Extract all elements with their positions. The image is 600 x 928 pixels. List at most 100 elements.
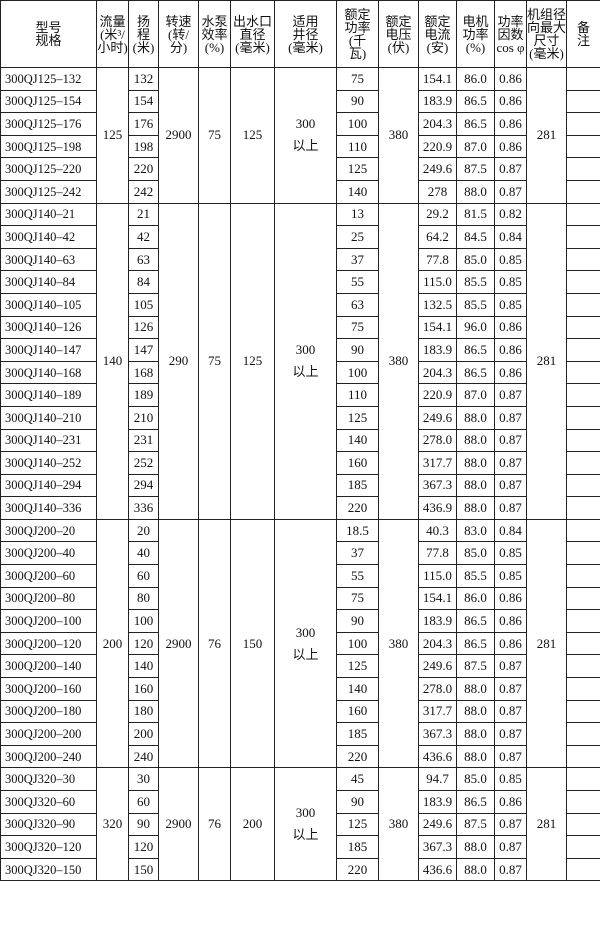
data-row: 300QJ200–20 200 20 2900 76 150 300 以上 18.5 380 40… (0, 518, 600, 769)
speed-cell: 290 (158, 202, 199, 520)
note-cell (566, 586, 600, 611)
current-cell: 77.8 (418, 247, 457, 272)
model-cell: 300QJ140–294 (0, 473, 97, 498)
power-cell: 37 (336, 247, 379, 272)
efficiency-cell: 76 (198, 518, 231, 769)
outlet-cell: 200 (230, 767, 275, 882)
power-cell: 90 (336, 89, 379, 114)
power-factor-cell: 0.87 (494, 473, 527, 498)
model-cell: 300QJ200–60 (0, 564, 97, 588)
model-cell: 300QJ140–168 (0, 360, 97, 385)
note-cell (566, 744, 600, 769)
power-cell: 220 (336, 857, 379, 882)
header-cell: 电机 功率 (%) (456, 0, 495, 68)
note-cell (566, 405, 600, 430)
model-cell: 300QJ320–150 (0, 857, 97, 882)
data-row: 300QJ140–21 140 21 290 75 125 300 以上 13 380 29.2 8… (0, 202, 600, 520)
data-row: 300QJ140–105 105 63 132.5 85.5 0.85 (0, 292, 600, 317)
head-cell: 100 (128, 609, 159, 633)
power-factor-cell: 0.84 (494, 225, 527, 249)
head-cell: 21 (128, 202, 159, 227)
current-cell: 132.5 (418, 292, 457, 317)
head-cell: 30 (128, 767, 159, 791)
note-cell (566, 767, 600, 791)
head-cell: 160 (128, 677, 159, 701)
current-cell: 249.6 (418, 654, 457, 679)
note-cell (566, 134, 600, 159)
motor-efficiency-cell: 86.5 (456, 338, 495, 362)
data-row: 300QJ140–231 231 140 278.0 88.0 0.87 (0, 428, 600, 453)
power-factor-cell: 0.86 (494, 315, 527, 340)
motor-efficiency-cell: 86.0 (456, 586, 495, 611)
power-factor-cell: 0.86 (494, 631, 527, 656)
flow-cell: 200 (96, 518, 129, 769)
power-cell: 37 (336, 541, 379, 566)
model-cell: 300QJ140–126 (0, 315, 97, 340)
power-cell: 75 (336, 315, 379, 340)
power-cell: 110 (336, 383, 379, 407)
note-cell (566, 857, 600, 882)
well-cell: 300 以上 (274, 518, 337, 769)
note-cell (566, 112, 600, 136)
note-cell (566, 564, 600, 588)
head-cell: 63 (128, 247, 159, 272)
power-factor-cell: 0.87 (494, 835, 527, 859)
note-cell (566, 179, 600, 204)
flow-cell: 320 (96, 767, 129, 882)
note-cell (566, 225, 600, 249)
motor-efficiency-cell: 86.5 (456, 790, 495, 814)
data-row: 300QJ200–60 60 55 115.0 85.5 0.85 (0, 564, 600, 588)
power-cell: 140 (336, 677, 379, 701)
power-cell: 55 (336, 564, 379, 588)
power-factor-cell: 0.85 (494, 767, 527, 791)
power-cell: 90 (336, 790, 379, 814)
note-cell (566, 541, 600, 566)
model-cell: 300QJ140–210 (0, 405, 97, 430)
header-cell: 水泵 效率 (%) (198, 0, 231, 68)
model-cell: 300QJ140–84 (0, 270, 97, 294)
note-cell (566, 428, 600, 453)
note-cell (566, 609, 600, 633)
power-cell: 100 (336, 112, 379, 136)
power-factor-cell: 0.84 (494, 518, 527, 543)
current-cell: 115.0 (418, 564, 457, 588)
power-factor-cell: 0.87 (494, 428, 527, 453)
data-row: 300QJ320–150 150 220 436.6 88.0 0.87 (0, 857, 600, 882)
size-cell: 281 (526, 202, 567, 520)
note-cell (566, 722, 600, 746)
head-cell: 84 (128, 270, 159, 294)
note-cell (566, 202, 600, 227)
motor-efficiency-cell: 87.5 (456, 157, 495, 181)
flow-cell: 125 (96, 67, 129, 204)
power-factor-cell: 0.86 (494, 134, 527, 159)
current-cell: 436.6 (418, 857, 457, 882)
voltage-cell: 380 (378, 202, 419, 520)
head-cell: 60 (128, 564, 159, 588)
power-factor-cell: 0.86 (494, 360, 527, 385)
head-cell: 126 (128, 315, 159, 340)
speed-cell: 2900 (158, 518, 199, 769)
current-cell: 278.0 (418, 677, 457, 701)
power-factor-cell: 0.87 (494, 383, 527, 407)
current-cell: 64.2 (418, 225, 457, 249)
head-cell: 40 (128, 541, 159, 566)
head-cell: 154 (128, 89, 159, 114)
current-cell: 29.2 (418, 202, 457, 227)
power-cell: 185 (336, 835, 379, 859)
note-cell (566, 157, 600, 181)
power-cell: 220 (336, 744, 379, 769)
head-cell: 20 (128, 518, 159, 543)
motor-efficiency-cell: 87.5 (456, 654, 495, 679)
head-cell: 132 (128, 67, 159, 91)
power-cell: 25 (336, 225, 379, 249)
motor-efficiency-cell: 88.0 (456, 722, 495, 746)
head-cell: 42 (128, 225, 159, 249)
head-cell: 231 (128, 428, 159, 453)
power-factor-cell: 0.86 (494, 586, 527, 611)
current-cell: 115.0 (418, 270, 457, 294)
motor-efficiency-cell: 86.5 (456, 631, 495, 656)
power-factor-cell: 0.87 (494, 654, 527, 679)
motor-efficiency-cell: 86.5 (456, 89, 495, 114)
spec-table: 型号 规格 流量 (米³/ 小时) 扬 程 (米) 转速 (转/ 分) 水泵 效… (0, 0, 600, 882)
data-row: 300QJ200–100 100 90 183.9 86.5 0.86 (0, 609, 600, 633)
